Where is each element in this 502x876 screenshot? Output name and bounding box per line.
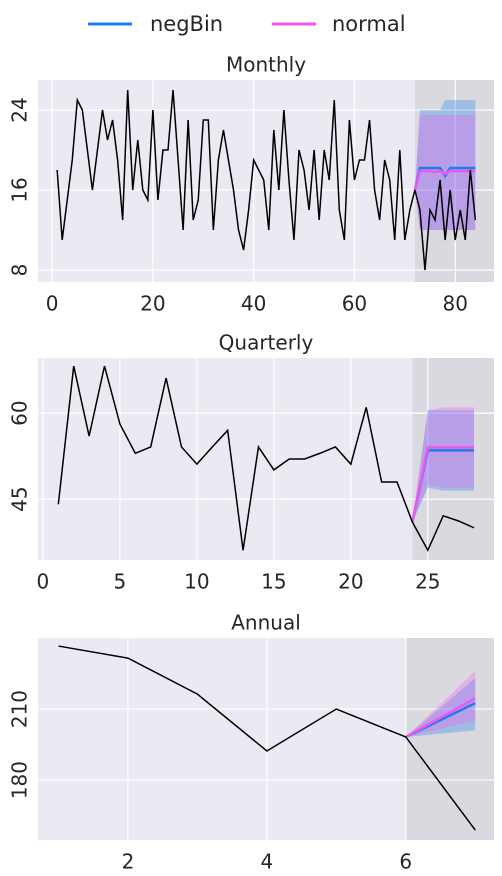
x-tick-label: 0 (46, 292, 59, 316)
x-tick-label: 15 (261, 570, 286, 594)
y-tick-label: 16 (8, 177, 32, 202)
y-tick-label: 180 (8, 761, 32, 799)
x-tick-label: 6 (399, 850, 412, 874)
y-tick-label: 24 (8, 97, 32, 122)
y-tick-label: 210 (8, 690, 32, 728)
x-tick-label: 20 (338, 570, 363, 594)
y-tick-label: 60 (8, 400, 32, 425)
legend-label: normal (332, 12, 406, 36)
x-tick-label: 2 (122, 850, 135, 874)
x-tick-label: 60 (342, 292, 367, 316)
legend-label: negBin (150, 12, 223, 36)
interval-band (405, 671, 476, 737)
forecast-line (405, 697, 476, 739)
x-tick-label: 20 (140, 292, 165, 316)
forecast-line (413, 169, 476, 191)
x-tick-label: 80 (442, 292, 467, 316)
chart-title: Annual (231, 611, 301, 635)
actual-line (56, 89, 477, 271)
y-tick-label: 8 (8, 264, 32, 277)
x-tick-label: 5 (114, 570, 127, 594)
y-tick-label: 45 (8, 486, 32, 511)
x-tick-label: 40 (241, 292, 266, 316)
x-tick-label: 10 (184, 570, 209, 594)
forecast-line (411, 446, 474, 523)
chart-title: Quarterly (219, 331, 314, 355)
x-tick-label: 4 (261, 850, 274, 874)
actual-line (58, 645, 476, 831)
interval-band (405, 678, 476, 737)
actual-line (57, 365, 475, 552)
forecast-region (414, 80, 494, 282)
x-tick-label: 0 (37, 570, 50, 594)
x-tick-label: 25 (415, 570, 440, 594)
forecast-region (405, 638, 494, 840)
chart-title: Monthly (226, 53, 306, 77)
interval-band (412, 407, 474, 523)
interval-band (414, 115, 476, 230)
forecast-line (413, 166, 476, 191)
interval-band (412, 410, 474, 523)
interval-band (414, 100, 476, 230)
